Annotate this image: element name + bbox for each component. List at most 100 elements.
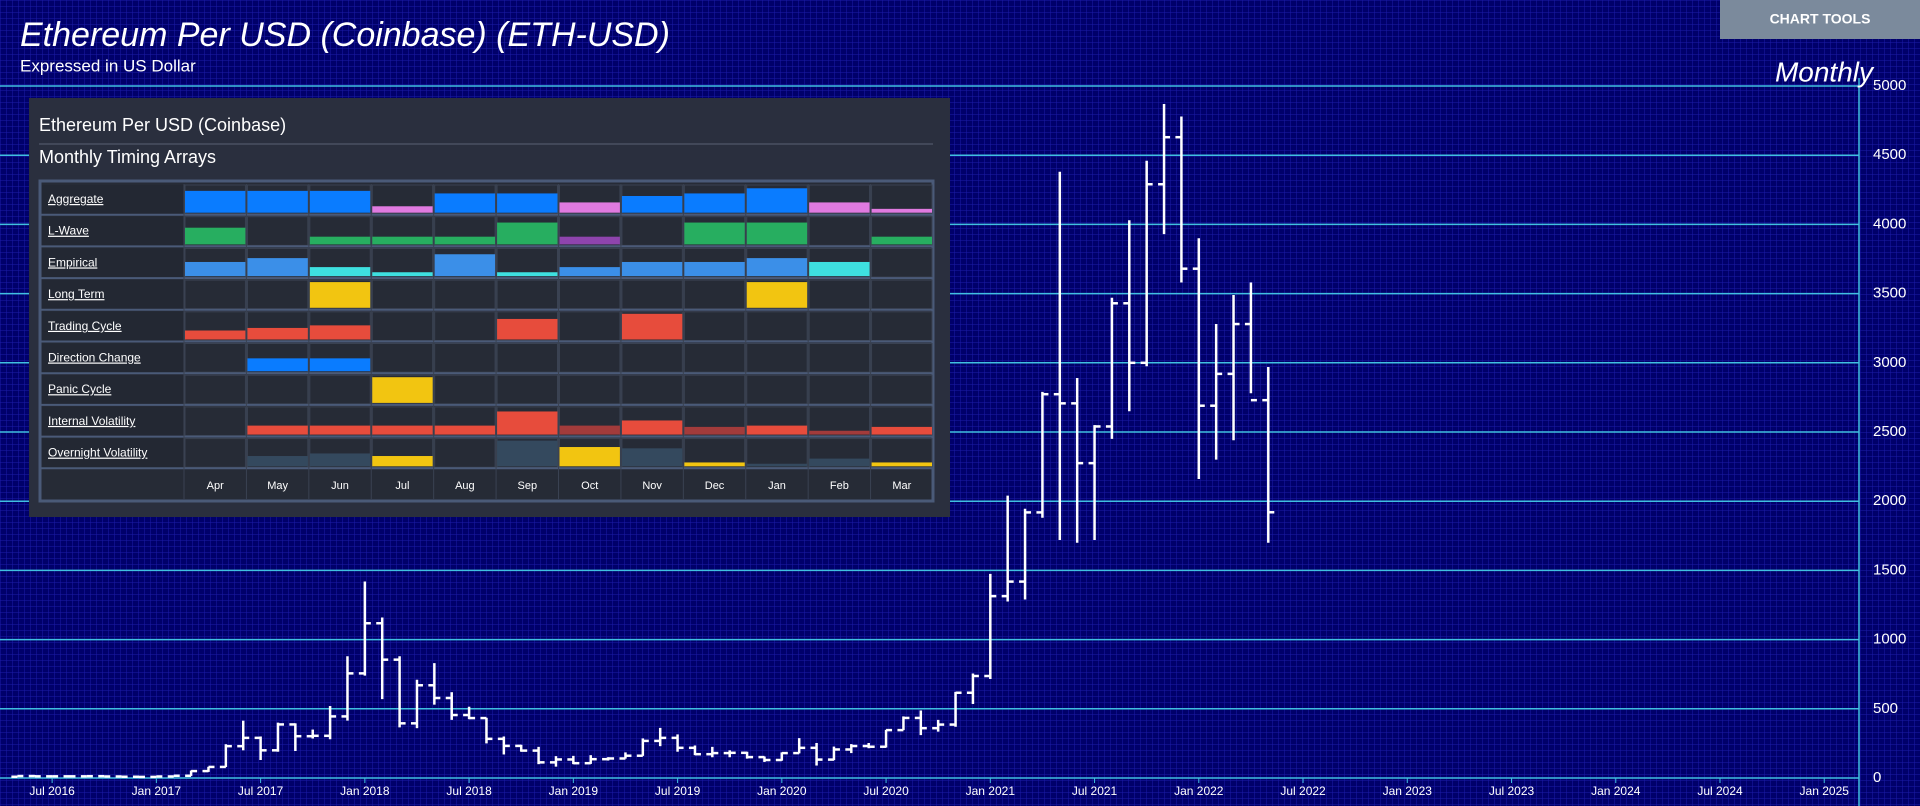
array-cell bbox=[371, 343, 434, 373]
ohlc-bar bbox=[532, 746, 545, 765]
array-bar bbox=[497, 411, 558, 435]
ohlc-bar bbox=[619, 752, 632, 760]
array-bar bbox=[559, 236, 620, 245]
x-tick-label: Jan 2018 bbox=[340, 784, 390, 798]
array-cell bbox=[559, 279, 621, 310]
row-label-cell bbox=[42, 280, 183, 309]
ohlc-bar bbox=[1019, 508, 1032, 600]
ohlc-bar bbox=[914, 710, 927, 736]
array-cell bbox=[184, 374, 246, 405]
row-label: Long Term bbox=[48, 287, 104, 301]
ohlc-bar bbox=[1140, 160, 1153, 367]
ohlc-bar bbox=[376, 617, 389, 700]
array-cell bbox=[621, 279, 683, 310]
array-bar bbox=[309, 425, 371, 435]
x-tick-label: Jul 2022 bbox=[1280, 784, 1326, 798]
ohlc-bar bbox=[480, 716, 493, 744]
ohlc-bar bbox=[497, 736, 510, 755]
array-bar bbox=[309, 236, 371, 245]
array-cell bbox=[246, 279, 309, 310]
array-bar bbox=[309, 358, 371, 372]
array-bar bbox=[372, 206, 433, 213]
ohlc-bar bbox=[1123, 220, 1136, 412]
array-cell bbox=[871, 247, 933, 278]
row-label: Internal Volatility bbox=[48, 414, 135, 428]
array-cell bbox=[371, 279, 434, 310]
ohlc-bar bbox=[966, 673, 979, 704]
array-bar bbox=[809, 430, 870, 435]
ohlc-bar bbox=[671, 734, 684, 752]
array-cell bbox=[808, 343, 871, 373]
array-bar bbox=[247, 358, 308, 372]
ohlc-bar bbox=[810, 742, 823, 766]
array-bar bbox=[247, 425, 308, 435]
ohlc-bar bbox=[237, 720, 250, 751]
ohlc-bar bbox=[758, 755, 771, 762]
row-label-cell bbox=[42, 438, 183, 468]
ohlc-bar bbox=[150, 775, 163, 779]
array-bar bbox=[684, 462, 745, 467]
array-cell bbox=[559, 374, 621, 405]
ohlc-bar bbox=[723, 750, 736, 758]
array-cell bbox=[683, 343, 746, 373]
chart-tools-button[interactable]: CHART TOOLS bbox=[1720, 0, 1920, 39]
ohlc-bar bbox=[410, 679, 423, 729]
y-tick-label: 3500 bbox=[1873, 285, 1906, 302]
row-label: Direction Change bbox=[48, 351, 141, 365]
ohlc-bar bbox=[271, 722, 284, 752]
array-cell bbox=[559, 343, 621, 373]
array-cell bbox=[371, 311, 434, 341]
array-cell bbox=[496, 279, 559, 310]
ohlc-bar bbox=[1036, 391, 1049, 518]
array-bar bbox=[809, 202, 870, 213]
array-cell bbox=[434, 279, 496, 310]
ohlc-bar bbox=[445, 692, 458, 720]
array-bar bbox=[372, 272, 433, 277]
array-bar bbox=[434, 425, 496, 435]
array-cell bbox=[184, 279, 246, 310]
ohlc-bar bbox=[567, 755, 580, 765]
ohlc-bar bbox=[949, 691, 962, 727]
x-tick-label: Jan 2023 bbox=[1383, 784, 1433, 798]
ohlc-bar bbox=[289, 723, 302, 752]
array-cell bbox=[496, 374, 559, 405]
row-label: Empirical bbox=[48, 255, 97, 269]
y-tick-label: 3000 bbox=[1873, 354, 1906, 371]
x-tick-label: Jul 2024 bbox=[1697, 784, 1743, 798]
array-bar bbox=[871, 236, 932, 245]
array-bar bbox=[746, 282, 808, 308]
button-background[interactable] bbox=[1720, 0, 1920, 39]
ohlc-bar bbox=[654, 727, 667, 747]
ohlc-bar bbox=[1071, 378, 1084, 543]
month-label: Aug bbox=[455, 480, 475, 492]
array-cell bbox=[496, 343, 559, 373]
array-bar bbox=[372, 377, 433, 403]
ohlc-bar bbox=[1001, 495, 1014, 602]
array-bar bbox=[684, 426, 745, 435]
array-cell bbox=[683, 311, 746, 341]
array-bar bbox=[185, 227, 246, 245]
ohlc-bar bbox=[219, 744, 232, 769]
array-cell bbox=[808, 311, 871, 341]
array-bar bbox=[309, 325, 371, 340]
ohlc-bar bbox=[1088, 425, 1101, 540]
array-cell bbox=[746, 311, 808, 341]
array-bar bbox=[621, 313, 683, 340]
row-label-cell bbox=[42, 311, 183, 341]
ohlc-bar bbox=[324, 706, 337, 740]
ohlc-bar bbox=[428, 663, 441, 705]
button-label[interactable]: CHART TOOLS bbox=[1770, 11, 1871, 27]
array-bar bbox=[559, 267, 620, 277]
x-tick-label: Jul 2021 bbox=[1072, 784, 1118, 798]
array-bar bbox=[809, 458, 870, 467]
array-bar bbox=[621, 420, 683, 435]
ohlc-bar bbox=[28, 774, 41, 778]
month-label: Nov bbox=[642, 480, 662, 492]
array-cell bbox=[246, 374, 309, 405]
array-bar bbox=[185, 190, 246, 213]
array-cell bbox=[871, 374, 933, 405]
month-label: Feb bbox=[830, 480, 849, 492]
ohlc-bar bbox=[741, 751, 754, 759]
ohlc-bar bbox=[688, 745, 701, 756]
